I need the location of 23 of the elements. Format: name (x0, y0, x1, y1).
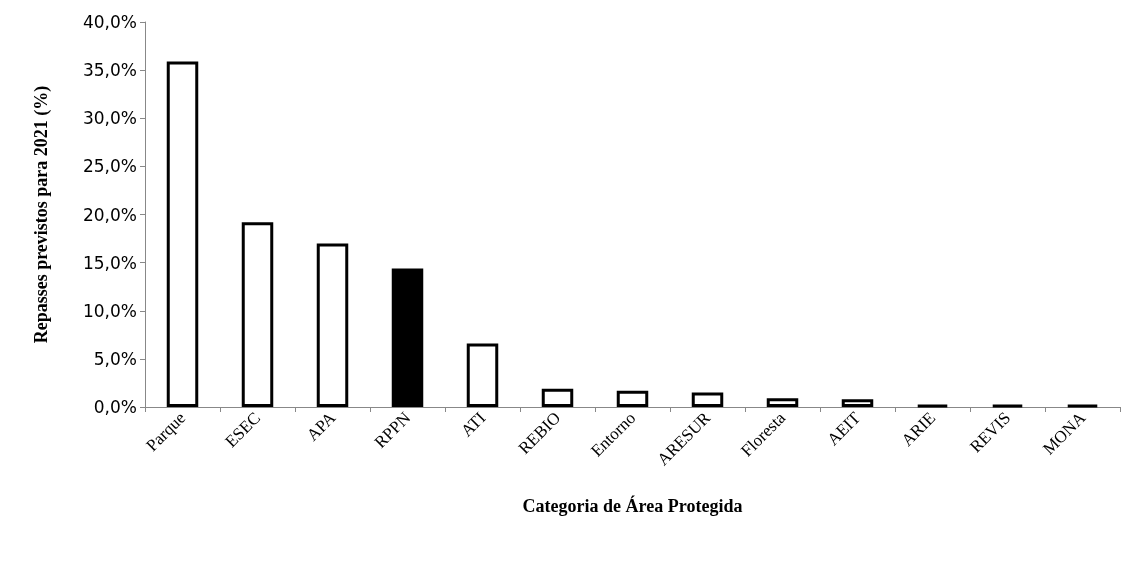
y-axis-title: Repasses previstos para 2021 (%) (31, 85, 52, 344)
y-tick-label: 0,0% (93, 397, 137, 417)
y-tick-label: 35,0% (82, 60, 137, 81)
bar (391, 268, 424, 407)
x-axis-title: Categoria de Área Protegida (522, 495, 743, 516)
bar (691, 392, 724, 407)
bar (841, 399, 874, 407)
bar (541, 388, 574, 407)
y-tick-label: 15,0% (82, 252, 137, 273)
bar (466, 343, 499, 407)
y-tick-label: 30,0% (82, 108, 137, 129)
bar (766, 398, 799, 407)
y-tick-label: 20,0% (82, 204, 137, 225)
y-tick-label: 10,0% (82, 300, 137, 321)
x-tick-label: ATI (457, 408, 490, 441)
y-tick-label: 40,0% (82, 12, 137, 32)
y-tick-label: 5,0% (93, 348, 137, 369)
bar (166, 61, 199, 407)
bar (241, 222, 274, 407)
y-tick-label: 25,0% (82, 156, 137, 177)
x-tick-label: APA (302, 407, 340, 445)
bar (616, 390, 649, 407)
bar (316, 243, 349, 407)
